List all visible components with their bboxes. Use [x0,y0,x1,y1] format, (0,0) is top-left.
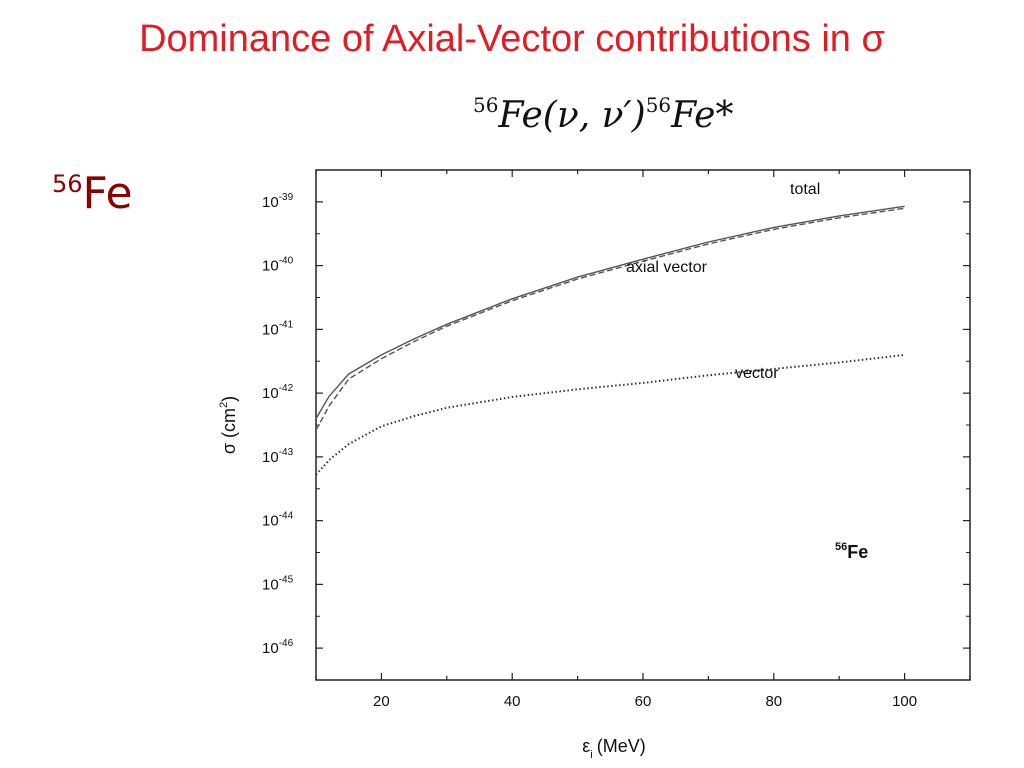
y-tick-label: 10-39 [262,192,294,211]
y-tick-label: 10-41 [262,319,294,338]
target-symbol: Fe [498,95,543,136]
y-tick-label: 10-44 [262,511,294,530]
plot-frame [315,169,971,681]
x-tick-label: 20 [373,693,390,710]
side-label-mass: 56 [52,170,83,198]
curve-label-total: total [790,181,820,198]
y-tick-label: 10-40 [262,256,294,275]
series-layer [315,205,905,476]
y-tick-label: 10-42 [262,383,294,402]
reaction-process: (ν, ν′) [542,95,646,136]
target-mass-number: 56 [473,93,499,117]
x-tick-label: 40 [504,693,521,710]
series-total [315,205,905,419]
y-tick-label: 10-46 [262,638,294,657]
product-symbol: Fe* [671,95,734,136]
y-axis-title: σ (cm2) [218,396,239,454]
slide-title: Dominance of Axial-Vector contributions … [139,18,885,60]
y-tick-labels: 10-39 10-40 10-41 10-42 10-43 10-44 10-45 10-46 [262,192,294,657]
y-tick-label: 10-45 [262,574,294,593]
y-tick-label: 10-43 [262,447,294,466]
x-tick-labels: 20 40 60 80 100 [373,693,917,710]
x-tick-label: 60 [635,693,652,710]
reaction-equation: 56Fe(ν, ν′)56Fe* [473,93,734,136]
curve-label-vector: vector [735,365,779,382]
product-mass-number: 56 [645,93,672,117]
isotope-annotation: 56Fe [835,541,868,562]
isotope-side-label: 56Fe [52,168,133,219]
x-axis-title: εi (MeV) [582,736,645,761]
x-tick-label: 100 [892,693,917,710]
axis-ticks [315,169,971,681]
series-axial-vector [315,207,905,431]
side-label-element: Fe [82,168,133,219]
series-vector [315,353,905,476]
x-tick-label: 80 [765,693,782,710]
curve-label-axial-vector: axial vector [626,259,708,276]
